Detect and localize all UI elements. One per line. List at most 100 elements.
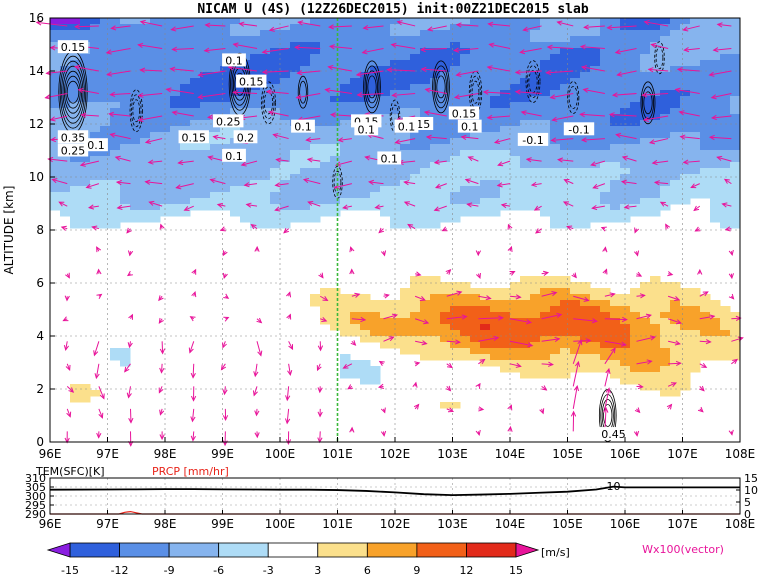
- shading-cell: [310, 54, 321, 61]
- shading-cell: [100, 24, 111, 31]
- shading-cell: [130, 114, 141, 121]
- shading-cell: [350, 186, 361, 193]
- shading-cell: [50, 150, 61, 157]
- shading-cell: [180, 186, 191, 193]
- shading-cell: [510, 330, 521, 337]
- wind-vector: [138, 115, 163, 121]
- shading-cell: [340, 294, 351, 301]
- shading-cell: [530, 354, 541, 361]
- shading-cell: [230, 96, 241, 103]
- shading-cell: [190, 186, 201, 193]
- shading-cell: [80, 120, 91, 127]
- wind-vector-head: [556, 312, 563, 318]
- shading-cell: [710, 180, 721, 187]
- shading-cell: [680, 318, 691, 325]
- wind-vector-head: [705, 339, 712, 345]
- shading-cell: [550, 84, 561, 91]
- shading-cell: [520, 282, 531, 289]
- shading-cell: [670, 138, 681, 145]
- wind-vector: [487, 115, 511, 119]
- shading-cell: [540, 366, 551, 373]
- shading-cell: [590, 126, 601, 133]
- shading-cell: [340, 150, 351, 157]
- shading-cell: [530, 36, 541, 43]
- shading-cell: [250, 108, 261, 115]
- shading-cell: [560, 222, 571, 229]
- shading-cell: [250, 204, 261, 211]
- shading-cell: [460, 144, 471, 151]
- wind-vector-head: [49, 116, 56, 122]
- shading-cell: [690, 342, 701, 349]
- colorbar-segment: [416, 542, 467, 558]
- shading-cell: [130, 78, 141, 85]
- shading-cell: [690, 144, 701, 151]
- contour-line: [262, 86, 275, 120]
- shading-cell: [260, 114, 271, 121]
- shading-cell: [350, 24, 361, 31]
- wind-vector-head: [602, 246, 608, 253]
- shading-cell: [400, 318, 411, 325]
- shading-cell: [710, 204, 721, 211]
- shading-cell: [280, 36, 291, 43]
- shading-cell: [430, 180, 441, 187]
- shading-cell: [250, 192, 261, 199]
- shading-cell: [730, 204, 741, 211]
- wind-vector-head: [109, 91, 116, 98]
- shading-cell: [710, 138, 721, 145]
- shading-cell: [710, 42, 721, 49]
- shading-cell: [160, 18, 171, 25]
- colorbar-tick-label: -15: [61, 564, 79, 575]
- shading-cell: [720, 198, 731, 205]
- shading-cell: [710, 336, 721, 343]
- shading-cell: [130, 162, 141, 169]
- shading-cell: [120, 354, 131, 361]
- shading-cell: [690, 102, 701, 109]
- shading-cell: [450, 336, 461, 343]
- shading-cell: [640, 360, 651, 367]
- shading-cell: [100, 102, 111, 109]
- temperature-axis-label: TEM(SFC)[K]: [35, 465, 105, 478]
- shading-cell: [250, 42, 261, 49]
- surface-x-tick-label: 100E: [265, 517, 296, 531]
- shading-cell: [270, 162, 281, 169]
- shading-cell: [640, 156, 651, 163]
- shading-cell: [430, 156, 441, 163]
- shading-cell: [120, 120, 131, 127]
- shading-cell: [200, 186, 211, 193]
- shading-cell: [310, 66, 321, 73]
- shading-cell: [700, 318, 711, 325]
- shading-cell: [420, 294, 431, 301]
- wind-vector-head: [238, 21, 245, 27]
- shading-cell: [240, 186, 251, 193]
- shading-cell: [660, 366, 671, 373]
- shading-cell: [560, 180, 571, 187]
- shading-cell: [470, 294, 481, 301]
- shading-cell: [590, 36, 601, 43]
- shading-cell: [290, 24, 301, 31]
- shading-cell: [460, 60, 471, 67]
- shading-cell: [640, 24, 651, 31]
- surface-x-tick-label: 106E: [610, 517, 641, 531]
- wind-vector: [717, 23, 732, 27]
- wind-vector-head: [645, 313, 652, 319]
- shading-cell: [560, 372, 571, 379]
- shading-cell: [230, 210, 241, 217]
- wind-vector-head: [285, 439, 292, 446]
- shading-cell: [70, 396, 81, 403]
- shading-cell: [640, 144, 651, 151]
- contour-label-background: [377, 151, 402, 165]
- x-tick-label: 105E: [552, 447, 583, 461]
- wind-vector-head: [177, 159, 184, 166]
- shading-cell: [300, 216, 311, 223]
- shading-cell: [650, 84, 661, 91]
- shading-cell: [610, 102, 621, 109]
- shading-cell: [220, 132, 231, 139]
- wind-vector-head: [170, 26, 177, 32]
- shading-cell: [200, 114, 211, 121]
- wind-vector-head: [354, 292, 361, 298]
- shading-cell: [690, 156, 701, 163]
- shading-cell: [420, 144, 431, 151]
- shading-cell: [240, 168, 251, 175]
- shading-cell: [300, 150, 311, 157]
- shading-cell: [540, 72, 551, 79]
